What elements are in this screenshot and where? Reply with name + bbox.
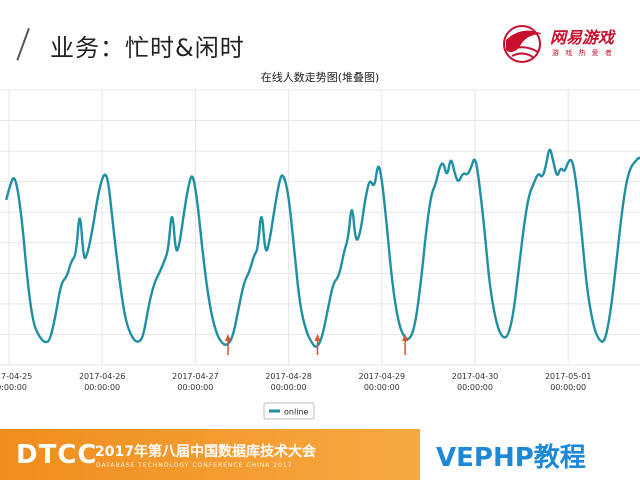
bird-logo-icon — [503, 25, 542, 63]
x-tick-label-time: 00:00:00 — [364, 383, 400, 392]
x-tick-label-date: 2017-04-26 — [79, 372, 126, 381]
x-tick-label-time: 00:00:00 — [457, 383, 493, 392]
slide-title: 业务：忙时&闲时 — [50, 34, 245, 62]
watermark-text: VEPHP教程 — [436, 443, 586, 473]
x-tick-label-date: 2017-04-28 — [265, 372, 312, 381]
logo-wordmark: 网易游戏 — [550, 28, 615, 47]
x-tick-label-time: 00:00:00 — [550, 383, 586, 392]
annotation-arrow-head — [225, 334, 232, 341]
chart-title: 在线人数走势图(堆叠图) — [260, 71, 380, 84]
x-tick-label-time: 00:00:00 — [0, 383, 27, 392]
legend-label: online — [284, 408, 308, 417]
x-tick-label-date: 2017-04-29 — [359, 372, 406, 381]
slide-header: 业务：忙时&闲时 网易游戏 游 戏 热 爱 者 — [0, 0, 640, 70]
annotation-arrow-head — [314, 334, 321, 341]
x-tick-label-date: 2017-04-30 — [452, 372, 499, 381]
netease-games-logo: 网易游戏 游 戏 热 爱 者 — [500, 20, 620, 72]
conference-title: 2017年第八届中国数据库技术大会 — [95, 444, 316, 460]
series-line-online — [5, 148, 640, 348]
conference-subtitle: DATABASE TECHNOLOGY CONFERENCE CHINA 201… — [96, 462, 293, 469]
x-tick-label-date: 2017-04-25 — [0, 372, 32, 381]
footer-band: DTCC 2017年第八届中国数据库技术大会 DATABASE TECHNOLO… — [0, 429, 420, 480]
x-tick-label-date: 2017-04-27 — [172, 372, 219, 381]
logo-tagline: 游 戏 热 爱 者 — [552, 49, 614, 57]
x-tick-label-time: 00:00:00 — [84, 383, 120, 392]
footer-banner: DTCC 2017年第八届中国数据库技术大会 DATABASE TECHNOLO… — [0, 429, 640, 480]
x-tick-label-time: 00:00:00 — [177, 383, 213, 392]
legend-box — [263, 402, 315, 420]
x-tick-label-date: 2017-05-01 — [545, 372, 592, 381]
online-users-chart: 2017-04-25 00:00:00 2017-04-26 00:00:00 2017… — [0, 89, 640, 420]
x-tick-label-time: 00:00:00 — [271, 383, 307, 392]
dtcc-logo: DTCC — [16, 440, 98, 470]
title-slash-decoration — [16, 28, 30, 61]
annotation-arrow-head — [402, 334, 409, 341]
